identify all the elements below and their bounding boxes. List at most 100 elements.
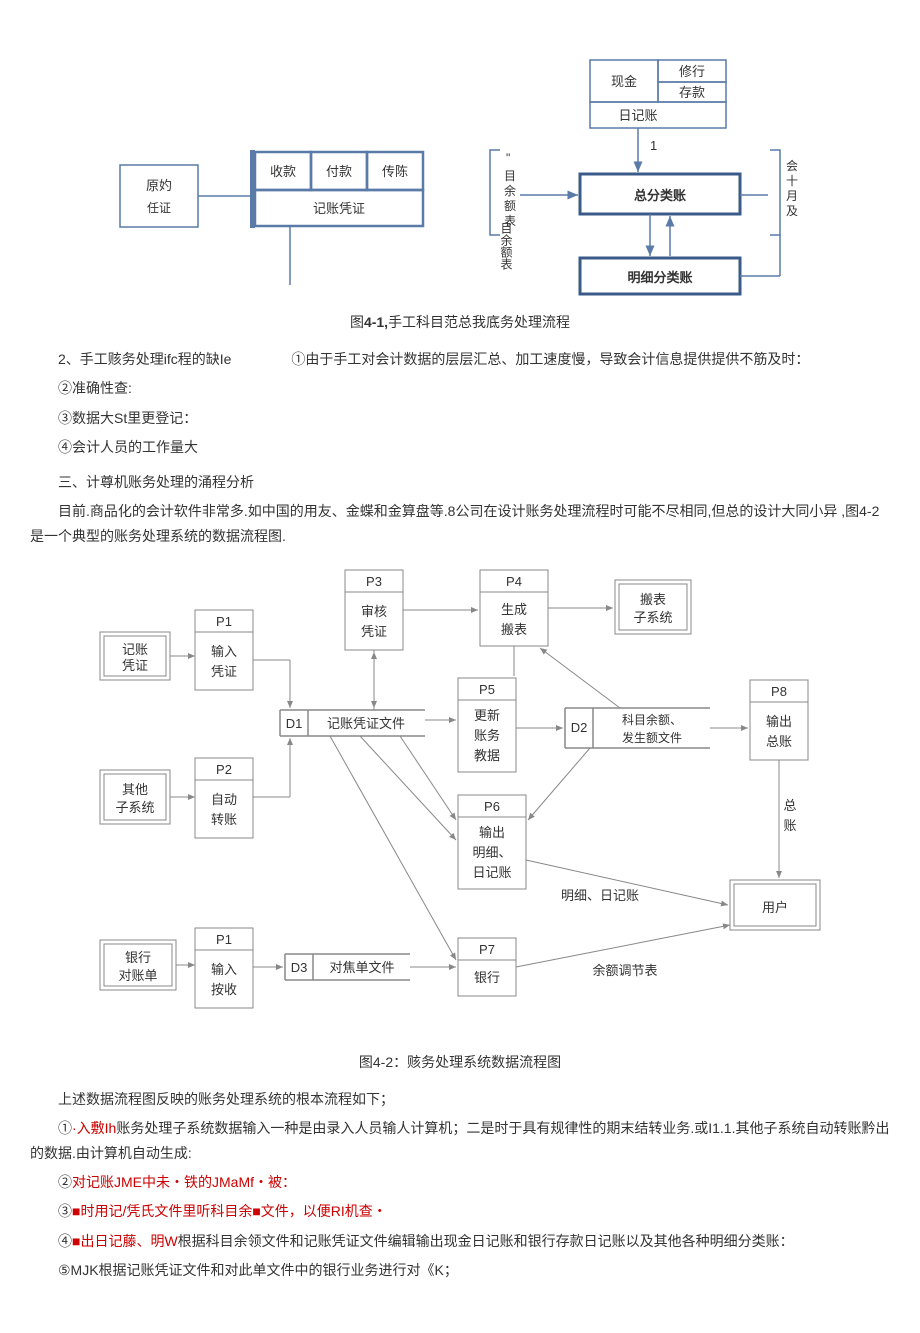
- svg-text:自动: 自动: [211, 792, 237, 807]
- section3-para1: 目前.商品化的会计软件非常多.如中国的用友、金蝶和金算盘等.8公司在设计账务处理…: [30, 499, 890, 549]
- fig1-orig2: 任证: [147, 201, 171, 215]
- svg-text:对账单: 对账单: [118, 968, 157, 983]
- svg-text:表: 表: [504, 214, 516, 228]
- svg-text:更新: 更新: [474, 708, 500, 723]
- fig2-p3: P3 审核 凭证: [345, 570, 403, 650]
- svg-text:记账凭证文件: 记账凭证文件: [327, 716, 405, 731]
- svg-text:输出: 输出: [766, 714, 792, 729]
- svg-text:及: 及: [786, 204, 798, 218]
- fig1-arrow1: 1: [650, 138, 657, 153]
- svg-text:明细、日记账: 明细、日记账: [561, 888, 639, 903]
- fig1-vtext1a: ": [506, 151, 510, 165]
- fig1-svg: 现金 修行 存款 日记账 1 原妁 任证 收款 付款 传陈 记账凭证 " 目余额…: [30, 50, 890, 300]
- svg-text:审核: 审核: [361, 604, 387, 619]
- fig1-caption-id: 4-1,: [364, 314, 388, 330]
- text1-line2: ②准确性查:: [30, 376, 890, 401]
- svg-text:月: 月: [786, 189, 798, 203]
- fig2-user: 用户: [730, 880, 820, 930]
- fig2-p1b: P1 输入 按收: [195, 928, 253, 1008]
- svg-text:搬表: 搬表: [640, 592, 666, 607]
- fig1-cash: 现金: [611, 74, 637, 89]
- svg-text:用户: 用户: [762, 900, 788, 915]
- text-block-2: 上述数据流程图反映的账务处理系统的根本流程如下； ①·入敷Ih账务处理子系统数据…: [30, 1087, 890, 1283]
- text2-line5: ④■出日记藤、明W根据科目余领文件和记账凭证文件编辑输出现金日记账和银行存款日记…: [30, 1229, 890, 1254]
- svg-text:P7: P7: [479, 942, 495, 957]
- svg-text:总账: 总账: [766, 734, 792, 749]
- svg-text:日记账: 日记账: [472, 865, 511, 880]
- svg-text:输入: 输入: [211, 644, 237, 659]
- fig1-bank1: 修行: [679, 64, 705, 79]
- text2-line6: ⑤MJK根据记账凭证文件和对此单文件中的银行业务进行对《K；: [30, 1258, 890, 1283]
- svg-text:明细、: 明细、: [472, 845, 511, 860]
- svg-text:凭证: 凭证: [122, 658, 148, 673]
- fig1-caption-prefix: 图: [350, 314, 364, 330]
- fig2-src-bank: 银行 对账单: [100, 940, 176, 990]
- text2-line4: ③■时用记/凭氏文件里听科目余■文件，以便RI机查・: [30, 1199, 890, 1224]
- fig2-d2: D2 科目余额、 发生额文件: [565, 708, 710, 748]
- fig2-src-other: 其他 子系统: [100, 770, 170, 824]
- svg-text:凭证: 凭证: [361, 624, 387, 639]
- fig2-p7: P7 银行: [458, 938, 516, 996]
- fig1-orig1: 原妁: [146, 178, 172, 193]
- fig2-caption: 图4-2：赅务处理系统数据流程图: [30, 1050, 890, 1075]
- svg-text:目: 目: [504, 169, 516, 183]
- fig2-p4: P4 生成 搬表: [480, 570, 548, 646]
- svg-text:凭证: 凭证: [211, 664, 237, 679]
- text2-line2: ①·入敷Ih账务处理子系统数据输入一种是由录入人员输人计算机；二是时于具有规律性…: [30, 1116, 890, 1166]
- svg-text:教据: 教据: [474, 748, 500, 763]
- svg-text:P1: P1: [216, 932, 232, 947]
- svg-text:记账: 记账: [122, 642, 148, 657]
- svg-text:其他: 其他: [122, 782, 148, 797]
- svg-text:搬表: 搬表: [501, 622, 527, 637]
- fig1-caption-text: 手工科目范总我底务处理流程: [388, 314, 570, 330]
- svg-text:子系统: 子系统: [633, 610, 672, 625]
- figure-4-1: 现金 修行 存款 日记账 1 原妁 任证 收款 付款 传陈 记账凭证 " 目余额…: [30, 50, 890, 300]
- fig2-p8: P8 输出 总账: [750, 680, 808, 760]
- fig2-p6: P6 输出 明细、 日记账: [458, 795, 526, 889]
- svg-text:转账: 转账: [211, 812, 237, 827]
- svg-text:输入: 输入: [211, 962, 237, 977]
- text1-line3: ③数据大St里更登记：: [30, 406, 890, 431]
- text2-line1: 上述数据流程图反映的账务处理系统的根本流程如下；: [30, 1087, 890, 1112]
- svg-text:D3: D3: [291, 960, 308, 975]
- fig2-report: 搬表 子系统: [615, 580, 691, 634]
- fig2-src-voucher: 记账 凭证: [100, 632, 170, 680]
- fig1-payment: 付款: [326, 164, 352, 179]
- fig1-vtext1b: 目余额表: [499, 222, 513, 270]
- svg-text:P1: P1: [216, 614, 232, 629]
- svg-text:P6: P6: [484, 799, 500, 814]
- section3-heading: 三、计尊机账务处理的涌程分析: [30, 470, 890, 495]
- svg-text:余: 余: [504, 183, 516, 198]
- svg-text:发生额文件: 发生额文件: [622, 730, 682, 745]
- fig1-caption: 图4-1,手工科目范总我底务处理流程: [30, 310, 890, 335]
- svg-text:账务: 账务: [474, 728, 500, 743]
- fig2-p1: P1 输入 凭证: [195, 610, 253, 690]
- svg-text:总: 总: [783, 798, 796, 813]
- text1-line1: 2、手工赅务处理ifc程的缺Ie ①由于手工对会计数据的层层汇总、加工速度慢，导…: [30, 347, 890, 372]
- svg-text:账: 账: [783, 818, 796, 833]
- svg-text:会: 会: [786, 159, 798, 173]
- fig2-d3: D3 对焦单文件: [285, 954, 410, 980]
- fig2-d1: D1 记账凭证文件: [280, 710, 425, 736]
- svg-text:十: 十: [786, 174, 798, 188]
- fig2-p2: P2 自动 转账: [195, 758, 253, 838]
- svg-text:银行: 银行: [125, 950, 151, 965]
- fig1-gl: 总分类账: [634, 188, 686, 203]
- fig1-sub: 明细分类账: [627, 270, 692, 285]
- svg-text:银行: 银行: [474, 970, 500, 985]
- svg-text:D1: D1: [286, 716, 303, 731]
- fig1-transfer: 传陈: [382, 164, 408, 179]
- svg-text:额: 额: [504, 199, 516, 213]
- svg-text:对焦单文件: 对焦单文件: [329, 960, 394, 975]
- section-3: 三、计尊机账务处理的涌程分析 目前.商品化的会计软件非常多.如中国的用友、金蝶和…: [30, 470, 890, 550]
- text-block-1: 2、手工赅务处理ifc程的缺Ie ①由于手工对会计数据的层层汇总、加工速度慢，导…: [30, 347, 890, 460]
- fig1-journal: 日记账: [618, 108, 657, 123]
- fig1-voucher: 记账凭证: [313, 201, 365, 216]
- svg-text:P5: P5: [479, 682, 495, 697]
- text2-line3: ②对记账JME中未・铁的JMaMf・被：: [30, 1170, 890, 1195]
- svg-text:D2: D2: [571, 720, 588, 735]
- svg-text:科目余额、: 科目余额、: [622, 712, 682, 727]
- fig2-svg: 记账 凭证 其他 子系统 银行 对账单 P1 输入 凭证 P2 自动 转账 P1…: [30, 560, 890, 1040]
- svg-text:余额调节表: 余额调节表: [592, 963, 657, 978]
- fig1-bank2: 存款: [679, 85, 705, 100]
